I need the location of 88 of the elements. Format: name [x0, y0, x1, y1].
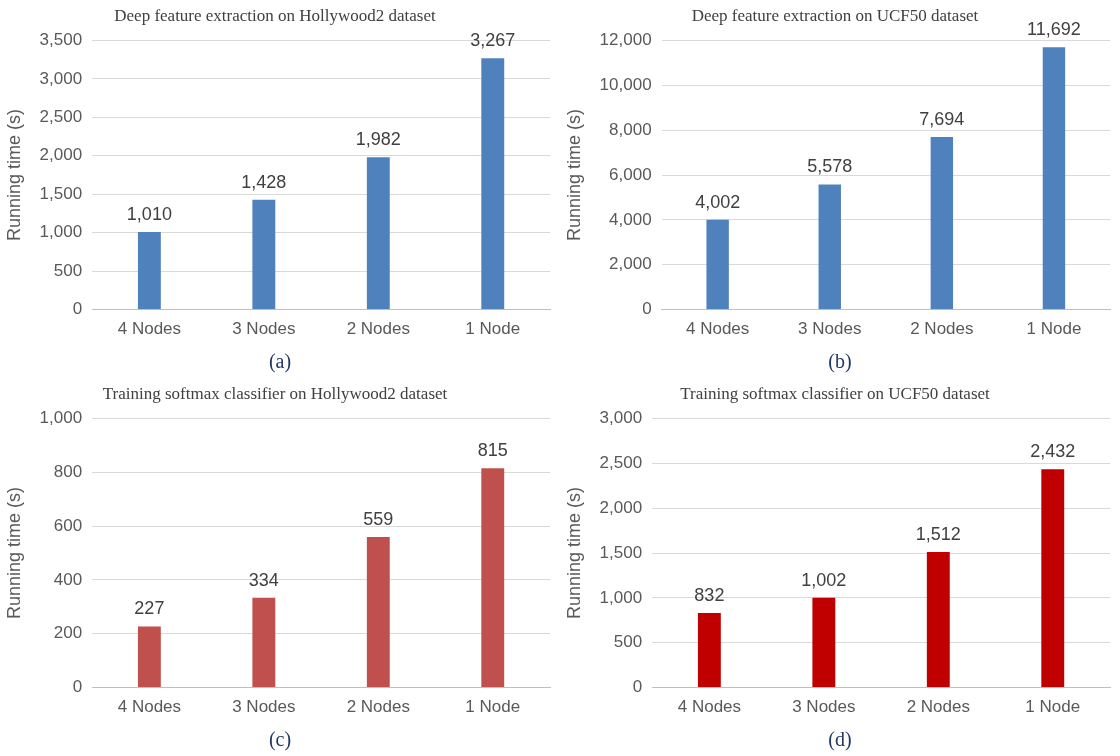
bar [366, 157, 390, 310]
bar [1042, 47, 1066, 310]
y-tick-label: 2,500 [39, 107, 83, 126]
data-label: 5,578 [807, 156, 853, 177]
y-tick-label: 10,000 [599, 74, 652, 94]
y-tick-label: 600 [53, 515, 83, 535]
data-label: 227 [134, 598, 165, 619]
text: (b) [827, 350, 853, 373]
data-label: 4,002 [695, 191, 741, 212]
y-tick-label: 3,000 [599, 408, 643, 428]
y-tick-label: 2,500 [599, 452, 643, 472]
chart-title: Deep feature extraction on UCF50 dataset [691, 5, 979, 25]
y-tick-label: 8,000 [609, 119, 652, 139]
bar [1041, 469, 1065, 688]
x-tick-label: 4 Nodes [117, 697, 182, 717]
data-label: 1,512 [915, 523, 961, 544]
bar [137, 626, 161, 688]
y-tick-label: 12,000 [599, 30, 652, 50]
chart-title: Training softmax classifier on Hollywood2 dataset [102, 383, 448, 403]
y-tick-label: 400 [53, 569, 83, 589]
bar [252, 199, 276, 310]
x-tick-label: 2 Nodes [906, 697, 970, 717]
data-label: 1,010 [126, 203, 172, 224]
y-tick-label: 1,500 [39, 183, 83, 203]
y-tick-label: 0 [72, 677, 83, 697]
text: (c) [267, 728, 293, 751]
data-label: 3,267 [470, 30, 516, 51]
x-tick-label: 4 Nodes [677, 697, 742, 717]
x-tick-label: 1 Node [465, 697, 521, 717]
x-tick-label: 1 Node [1026, 319, 1082, 339]
x-tick-label: 4 Nodes [685, 319, 750, 339]
y-tick-label: 6,000 [609, 164, 652, 184]
bar [926, 551, 950, 688]
y-axis-title: Running time (s) [563, 108, 584, 242]
y-tick-label: 500 [53, 260, 83, 280]
y-tick-label: 500 [613, 632, 643, 652]
y-tick-label: 1,000 [39, 222, 83, 242]
data-label: 2,432 [1030, 441, 1076, 462]
chart-title: Training softmax classifier on UCF50 dataset [680, 383, 991, 403]
data-label: 559 [363, 509, 394, 530]
data-label: 832 [694, 584, 725, 605]
bar [481, 58, 505, 310]
bar [706, 219, 729, 310]
y-tick-label: 200 [53, 623, 83, 643]
bar [930, 137, 954, 310]
bar [252, 597, 276, 688]
x-tick-label: 2 Nodes [346, 319, 410, 339]
chart-title: Deep feature extraction on Hollywood2 dataset [114, 5, 437, 25]
bar [366, 537, 390, 688]
x-tick-label: 1 Node [1025, 697, 1081, 717]
x-tick-label: 2 Nodes [346, 697, 410, 717]
bar [818, 184, 841, 310]
x-tick-label: 3 Nodes [798, 319, 862, 339]
y-tick-label: 3,500 [39, 30, 83, 50]
y-tick-label: 1,000 [39, 408, 83, 428]
y-tick-label: 3,000 [39, 68, 83, 88]
text: (d) [827, 728, 853, 751]
y-tick-label: 0 [72, 299, 83, 319]
y-tick-label: 2,000 [599, 497, 643, 517]
bar [697, 612, 721, 688]
x-tick-label: 1 Node [465, 319, 521, 339]
data-label: 1,002 [801, 569, 847, 590]
data-label: 7,694 [919, 108, 965, 129]
y-tick-label: 800 [53, 461, 83, 481]
text: (a) [267, 350, 293, 373]
y-tick-label: 4,000 [609, 209, 652, 229]
data-label: 334 [248, 569, 279, 590]
bar [481, 468, 505, 688]
x-tick-label: 3 Nodes [232, 697, 296, 717]
y-tick-label: 1,000 [599, 587, 643, 607]
y-tick-label: 2,000 [39, 145, 83, 165]
y-axis-title: Running time (s) [3, 108, 24, 242]
x-tick-label: 3 Nodes [232, 319, 296, 339]
y-tick-label: 1,500 [599, 542, 643, 562]
x-tick-label: 2 Nodes [910, 319, 974, 339]
data-label: 11,692 [1027, 19, 1081, 40]
bar [137, 231, 161, 310]
y-axis-title: Running time (s) [563, 486, 584, 620]
data-label: 1,982 [355, 129, 401, 150]
y-tick-label: 0 [642, 299, 652, 319]
x-tick-label: 3 Nodes [792, 697, 856, 717]
data-label: 1,428 [241, 171, 287, 192]
y-tick-label: 2,000 [609, 254, 652, 274]
data-label: 815 [477, 440, 508, 461]
bar [812, 597, 836, 688]
y-tick-label: 0 [632, 677, 643, 697]
x-tick-label: 4 Nodes [117, 319, 182, 339]
y-axis-title: Running time (s) [3, 486, 24, 620]
